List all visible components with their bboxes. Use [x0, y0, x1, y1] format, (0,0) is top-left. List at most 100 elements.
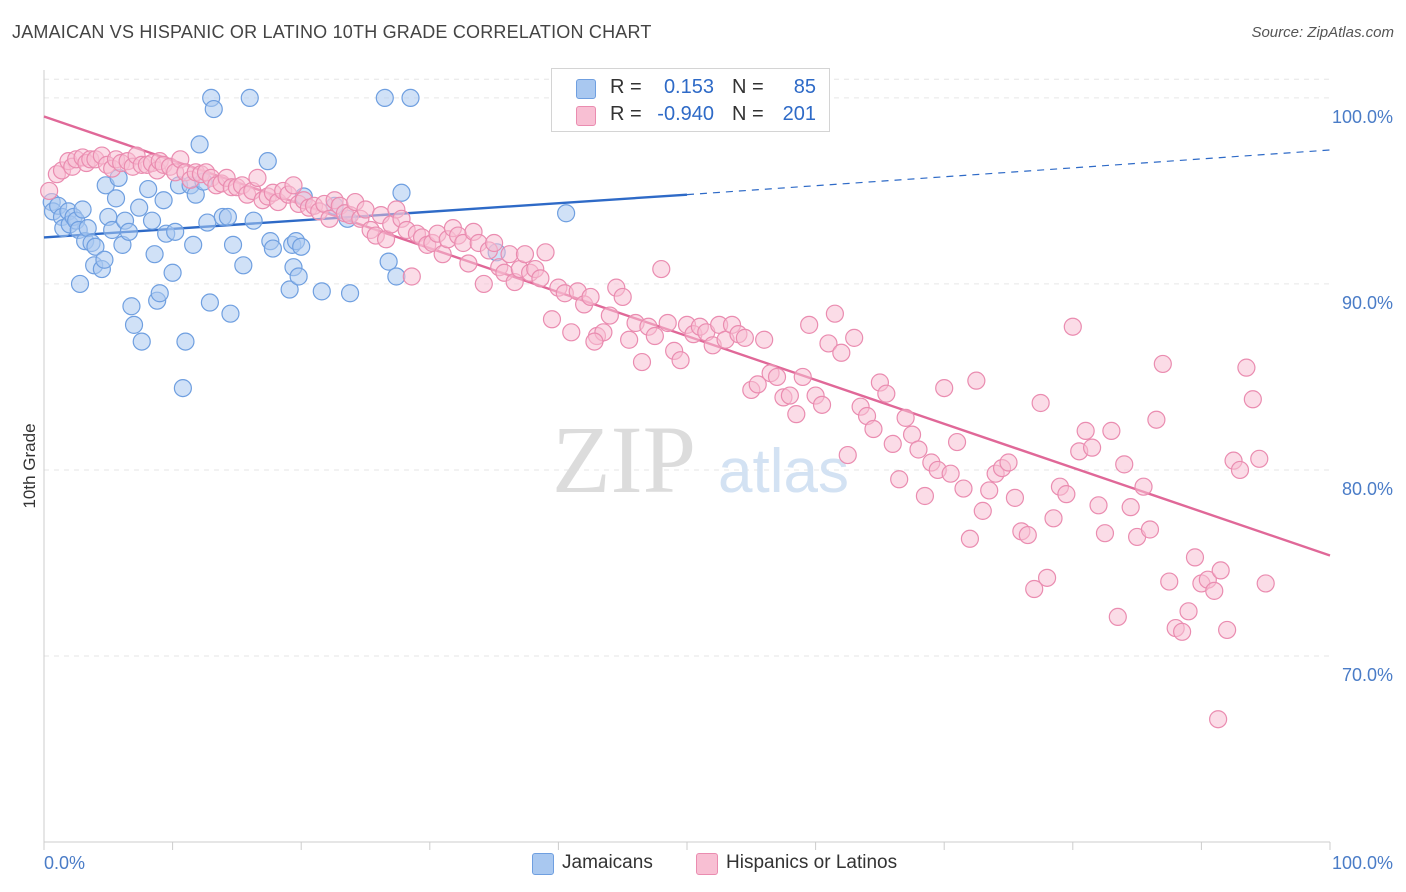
data-point [819, 334, 838, 353]
data-point [500, 245, 519, 264]
legend-n-label: N = [732, 103, 764, 125]
trend-line-jamaicans-extension [686, 149, 1331, 196]
data-point [1018, 525, 1037, 545]
data-point [248, 168, 267, 187]
data-point [941, 464, 960, 483]
data-point [154, 191, 173, 210]
legend-swatch-jamaicans [576, 79, 596, 99]
data-point [176, 332, 195, 351]
series-jamaicans [42, 88, 576, 398]
data-point [474, 274, 493, 294]
chart-title: JAMAICAN VS HISPANIC OR LATINO 10TH GRAD… [12, 22, 652, 42]
data-point [95, 250, 114, 269]
data-point [284, 176, 303, 195]
data-point [915, 486, 935, 506]
data-point [1076, 421, 1095, 440]
y-axis-label: 10th Grade [20, 423, 39, 508]
data-point [1160, 572, 1179, 591]
data-point [896, 408, 915, 427]
source-label: Source: ZipAtlas.com [1251, 24, 1394, 41]
data-point [402, 267, 421, 286]
data-point [218, 207, 237, 227]
legend-row-jamaicans: R = 0.153 N = 85 [552, 74, 829, 102]
data-point [292, 237, 311, 256]
data-point [244, 211, 263, 230]
data-point [132, 332, 151, 351]
data-point [280, 280, 299, 299]
data-point [223, 235, 243, 254]
data-point [877, 384, 896, 403]
data-point [340, 284, 360, 303]
data-point [536, 243, 555, 262]
data-point [1044, 509, 1063, 528]
bottom-legend-label-hispanics: Hispanics or Latinos [726, 852, 898, 873]
data-point [485, 233, 504, 253]
data-point [947, 432, 967, 452]
data-point [119, 222, 138, 241]
data-point [200, 293, 219, 312]
y-tick-label: 70.0% [1342, 665, 1393, 685]
data-point [1250, 449, 1269, 468]
data-point [173, 379, 192, 398]
data-point [562, 323, 581, 342]
data-point [585, 332, 604, 351]
y-tick-label: 80.0% [1342, 479, 1393, 499]
data-point [1173, 622, 1192, 641]
data-point [812, 395, 832, 414]
data-point [780, 386, 799, 405]
data-point [883, 434, 902, 454]
data-point [70, 274, 90, 294]
data-point [748, 375, 767, 394]
data-point [86, 237, 105, 256]
data-point [1230, 460, 1250, 480]
data-point [240, 88, 259, 108]
data-point [166, 222, 185, 241]
x-tick-label-min: 0.0% [44, 853, 85, 873]
data-point [1025, 579, 1044, 599]
data-point [1057, 485, 1076, 504]
data-point [980, 481, 999, 500]
data-point [1089, 496, 1108, 515]
data-point [204, 99, 223, 119]
data-point [1211, 561, 1230, 580]
data-point [1031, 393, 1050, 413]
data-point [221, 304, 240, 323]
legend-n-value: 201 [782, 103, 816, 125]
legend-r-value: 0.153 [663, 76, 714, 98]
data-point [515, 245, 535, 264]
data-point [78, 219, 97, 238]
data-point [1185, 548, 1205, 567]
data-point [1237, 358, 1256, 377]
data-point [1121, 498, 1140, 517]
data-point [825, 304, 844, 323]
data-point [145, 245, 164, 264]
data-point [973, 501, 992, 520]
data-point [312, 282, 331, 301]
data-point [960, 529, 980, 548]
series-hispanics [40, 146, 1275, 729]
data-point [1209, 710, 1228, 729]
data-point [832, 343, 851, 362]
data-point [542, 310, 562, 329]
legend-r-value: -0.940 [657, 103, 714, 125]
legend-swatch-hispanics [576, 106, 596, 126]
data-point [845, 328, 864, 347]
data-point [909, 440, 928, 459]
data-point [1205, 581, 1224, 600]
data-point [1153, 354, 1172, 374]
grid-lines [44, 78, 1330, 657]
data-point [954, 479, 973, 498]
data-point [258, 152, 277, 171]
data-point [735, 328, 754, 347]
data-point [793, 367, 812, 387]
y-tick-label: 90.0% [1342, 293, 1393, 313]
data-point [1108, 607, 1127, 627]
legend-n-label: N = [732, 76, 764, 98]
data-point [459, 254, 478, 273]
data-point [356, 200, 375, 219]
data-point [1037, 568, 1057, 587]
data-point [1218, 620, 1237, 640]
data-point [106, 189, 126, 208]
watermark-zip: ZIP [552, 406, 696, 513]
data-point [1134, 477, 1153, 496]
